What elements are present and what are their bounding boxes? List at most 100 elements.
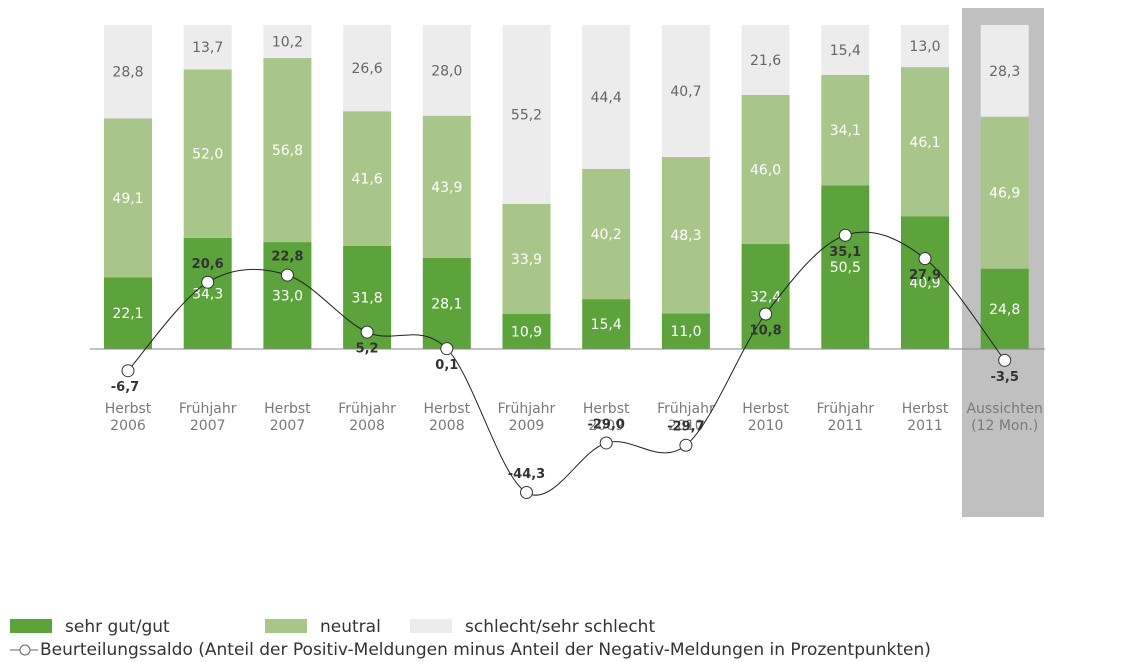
saldo-point xyxy=(838,228,852,242)
segment-label: 40,9 xyxy=(909,276,940,292)
x-tick-label: Herbst xyxy=(742,401,789,417)
segment-label: 32,4 xyxy=(750,290,781,306)
x-tick-label: Frühjahr xyxy=(657,401,715,417)
bar-segment xyxy=(422,257,471,349)
saldo-label: 22,8 xyxy=(271,250,303,265)
segment-label: 31,8 xyxy=(352,290,383,306)
x-tick-label: 2007 xyxy=(270,418,306,434)
legend-swatch xyxy=(265,619,307,633)
x-tick-label: 2006 xyxy=(110,418,146,434)
saldo-point xyxy=(679,438,693,452)
segment-label: 28,8 xyxy=(112,65,143,81)
legend-marker xyxy=(19,644,31,656)
bar-segment xyxy=(661,25,710,157)
segment-label: 26,6 xyxy=(352,61,383,77)
bar-segment xyxy=(661,156,710,314)
segment-label: 46,0 xyxy=(750,163,781,179)
saldo-line xyxy=(127,231,1006,496)
bar-segment xyxy=(263,25,312,59)
x-tick-label: Herbst xyxy=(902,401,949,417)
saldo-label: -6,7 xyxy=(111,380,139,395)
segment-label: 15,4 xyxy=(830,43,861,59)
bar-segment xyxy=(821,74,870,186)
saldo-label: 0,1 xyxy=(435,358,458,373)
bar-segment xyxy=(183,237,232,349)
bar-segment xyxy=(183,25,232,70)
saldo-point xyxy=(440,342,454,356)
x-tick-label: 2011 xyxy=(907,418,943,434)
saldo-label: -29,7 xyxy=(667,420,704,435)
bar-segment xyxy=(502,313,551,349)
segment-label: 34,3 xyxy=(192,286,223,302)
bar-segment xyxy=(502,25,551,204)
x-tick-label: 2010 xyxy=(748,418,784,434)
segment-label: 11,0 xyxy=(670,324,701,340)
segment-label: 34,1 xyxy=(830,123,861,139)
saldo-point xyxy=(280,268,294,282)
saldo-label: 20,6 xyxy=(192,257,224,272)
saldo-point xyxy=(918,252,932,266)
bar-segment xyxy=(263,242,312,349)
x-tick-label: Frühjahr xyxy=(338,401,396,417)
legend-label: neutral xyxy=(320,617,381,637)
segment-label: 13,7 xyxy=(192,40,223,56)
segment-label: 52,0 xyxy=(192,147,223,163)
legend-label: Beurteilungssaldo (Anteil der Positiv-Me… xyxy=(40,640,931,660)
x-tick-label: Herbst xyxy=(583,401,630,417)
saldo-label: -44,3 xyxy=(508,467,545,482)
bar-segment xyxy=(980,25,1029,117)
segment-label: 46,9 xyxy=(989,186,1020,202)
segment-label: 10,9 xyxy=(511,324,542,340)
segment-label: 40,2 xyxy=(591,227,622,243)
bar-segment xyxy=(741,244,790,349)
saldo-point xyxy=(360,325,374,339)
saldo-label: -29,0 xyxy=(587,417,624,432)
bar-segment xyxy=(980,268,1029,349)
segment-label: 33,0 xyxy=(272,289,303,305)
bar-segment xyxy=(104,25,152,119)
saldo-label: 35,1 xyxy=(829,245,861,260)
bar-segment xyxy=(661,313,710,349)
bar-segment xyxy=(422,25,471,116)
segment-label: 28,0 xyxy=(431,63,462,79)
legend-label: sehr gut/gut xyxy=(65,617,170,637)
segment-label: 10,2 xyxy=(272,35,303,51)
x-tick-label: 2009 xyxy=(588,418,624,434)
x-tick-label: (12 Mon.) xyxy=(971,418,1038,434)
bar-segment xyxy=(263,58,312,243)
x-tick-label: 2010 xyxy=(668,418,704,434)
x-tick-label: 2008 xyxy=(429,418,465,434)
segment-label: 56,8 xyxy=(272,143,303,159)
saldo-point xyxy=(201,275,215,289)
saldo-label: 27,9 xyxy=(909,268,941,283)
bar-segment xyxy=(980,116,1029,269)
x-tick-label: Aussichten xyxy=(966,401,1042,417)
segment-label: 46,1 xyxy=(909,135,940,151)
bar-segment xyxy=(582,25,631,169)
bar-segment xyxy=(582,299,631,349)
x-tick-label: 2007 xyxy=(190,418,226,434)
x-tick-label: 2009 xyxy=(509,418,545,434)
saldo-label: 10,8 xyxy=(750,324,782,339)
bar-segment xyxy=(901,25,949,68)
bar-segment xyxy=(741,94,790,245)
segment-label: 40,7 xyxy=(670,84,701,100)
saldo-point xyxy=(998,353,1012,367)
segment-label: 33,9 xyxy=(511,252,542,268)
segment-label: 44,4 xyxy=(591,90,622,106)
x-tick-label: 2008 xyxy=(349,418,385,434)
bar-segment xyxy=(104,118,152,278)
saldo-point xyxy=(520,486,533,500)
bar-segment xyxy=(422,115,471,258)
legend-swatch xyxy=(410,619,452,633)
bar-segment xyxy=(343,25,392,112)
bar-segment xyxy=(821,25,870,75)
saldo-label: -3,5 xyxy=(990,370,1018,385)
segment-label: 48,3 xyxy=(670,228,701,244)
bar-segment xyxy=(741,25,790,95)
segment-label: 41,6 xyxy=(352,172,383,188)
saldo-point xyxy=(599,436,613,450)
x-tick-label: 2011 xyxy=(827,418,863,434)
bar-segment xyxy=(582,168,631,300)
